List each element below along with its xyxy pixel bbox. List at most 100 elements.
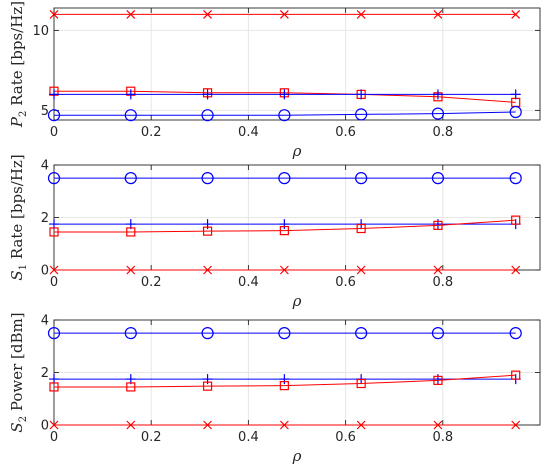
- data-point-plus: [279, 89, 290, 100]
- data-point-plus: [279, 374, 290, 385]
- y-tick-label: 0: [41, 264, 49, 279]
- data-point-x: [356, 9, 366, 19]
- x-tick-label: 0.8: [432, 125, 453, 140]
- x-tick-label: 0.2: [141, 125, 162, 140]
- data-point-circle: [124, 172, 137, 185]
- data-point-plus: [49, 89, 59, 100]
- y-axis-label: S2 Power [dBm]: [8, 312, 29, 432]
- data-point-x: [279, 265, 289, 275]
- series-plus: [49, 219, 521, 230]
- data-point-x: [433, 9, 443, 19]
- data-point-plus: [432, 219, 443, 230]
- data-point-circle: [278, 172, 291, 185]
- y-tick-label: 2: [41, 366, 49, 381]
- data-point-square: [279, 381, 289, 391]
- y-tick-label: 0: [41, 419, 49, 434]
- data-point-circle: [355, 172, 368, 185]
- series-square: [49, 215, 521, 237]
- data-point-x: [126, 9, 136, 19]
- x-tick-label: 0.6: [335, 275, 356, 290]
- data-point-circle: [509, 105, 522, 119]
- data-point-square: [433, 220, 443, 230]
- data-point-circle: [355, 108, 368, 121]
- series-x: [49, 420, 521, 430]
- data-point-x: [511, 420, 521, 430]
- chart-panel-2: 0 0.2 0.4 0.6 0.8 0 2 4 ρ S1 Rate [bps/Hz]: [8, 154, 541, 310]
- y-tick-label: 4: [41, 159, 49, 174]
- data-point-x: [126, 420, 136, 430]
- data-point-circle: [509, 327, 522, 340]
- x-tick-label: 0.8: [432, 275, 453, 290]
- data-point-plus: [432, 89, 443, 100]
- x-tick-label: 0: [50, 125, 58, 140]
- data-point-square: [511, 370, 521, 380]
- data-point-x: [49, 9, 59, 19]
- chart-panel-1: 0 0.2 0.4 0.6 0.8 5 10 ρ P2 Rate [bps/Hz]: [8, 1, 541, 160]
- data-point-x: [203, 265, 213, 275]
- y-tick-label: 4: [41, 314, 49, 329]
- series-x: [49, 265, 521, 275]
- series-line: [54, 111, 516, 116]
- x-axis-label: ρ: [292, 447, 302, 465]
- data-point-circle: [278, 109, 291, 122]
- data-point-circle: [431, 172, 445, 185]
- data-point-x: [356, 265, 366, 275]
- x-axis-label: ρ: [292, 142, 302, 160]
- x-tick-label: 0.6: [335, 125, 356, 140]
- data-point-square: [511, 215, 521, 225]
- data-point-circle: [509, 172, 522, 185]
- x-tick-label: 0: [50, 275, 58, 290]
- series-plus: [49, 89, 521, 100]
- y-tick-label: 5: [41, 104, 49, 119]
- x-tick-label: 0.4: [238, 125, 259, 140]
- data-point-x: [49, 420, 59, 430]
- series-x: [49, 9, 521, 19]
- data-point-x: [356, 420, 366, 430]
- data-point-x: [511, 9, 521, 19]
- data-point-circle: [201, 172, 214, 185]
- y-axis-label: P2 Rate [bps/Hz]: [8, 1, 29, 128]
- data-point-square: [433, 375, 443, 385]
- data-point-circle: [431, 107, 445, 120]
- data-point-square: [126, 227, 136, 237]
- data-point-circle: [47, 109, 61, 122]
- series-plus: [49, 374, 521, 385]
- series-line: [54, 374, 516, 388]
- series-circle: [47, 327, 522, 340]
- data-point-square: [202, 226, 213, 236]
- y-tick-label: 2: [41, 211, 49, 226]
- series-line: [54, 219, 516, 233]
- data-point-circle: [431, 327, 445, 340]
- data-point-x: [203, 9, 213, 19]
- data-point-circle: [355, 327, 368, 340]
- data-point-circle: [124, 109, 137, 122]
- x-tick-label: 0.8: [432, 430, 453, 445]
- data-point-x: [511, 265, 521, 275]
- x-tick-label: 0.4: [238, 275, 259, 290]
- x-tick-label: 0: [50, 430, 58, 445]
- data-point-plus: [356, 89, 367, 100]
- x-tick-label: 0.4: [238, 430, 259, 445]
- data-point-x: [279, 420, 289, 430]
- x-tick-label: 0.2: [141, 430, 162, 445]
- x-tick-label: 0.2: [141, 275, 162, 290]
- plot-area-frame: [53, 7, 541, 121]
- data-point-circle: [201, 327, 214, 340]
- x-axis-label: ρ: [292, 292, 302, 310]
- y-tick-label: 10: [32, 24, 49, 39]
- data-point-x: [126, 265, 136, 275]
- series-square: [49, 370, 521, 392]
- data-point-circle: [47, 172, 61, 185]
- y-axis-label: S1 Rate [bps/Hz]: [8, 154, 29, 280]
- data-point-square: [356, 223, 366, 234]
- data-point-x: [279, 9, 289, 19]
- data-point-circle: [201, 109, 214, 122]
- data-point-square: [202, 381, 213, 391]
- data-point-square: [279, 226, 289, 236]
- data-point-circle: [278, 327, 291, 340]
- x-tick-label: 0.6: [335, 430, 356, 445]
- data-point-square: [126, 382, 136, 392]
- data-point-plus: [279, 219, 290, 230]
- series-circle: [47, 105, 522, 122]
